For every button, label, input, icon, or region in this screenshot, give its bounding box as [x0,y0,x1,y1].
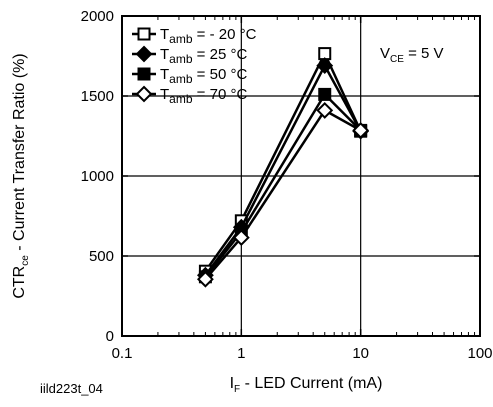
series-line [204,64,362,276]
data-point-marker [352,121,370,139]
grid-lines [122,16,480,336]
data-point-marker [318,87,332,101]
vce-annotation: VCE = 5 V [380,45,444,65]
series-group [196,47,370,288]
legend-label: Tamb = 25 °C [160,46,247,66]
data-point-marker [316,101,334,119]
legend-item: Tamb = 50 °C [132,66,247,86]
data-point-marker [316,57,334,75]
series-line [204,52,362,272]
x-axis-label: IF - LED Current (mA) [230,375,383,395]
data-point-marker [196,270,214,288]
legend-marker [135,45,153,63]
legend-marker [137,27,151,41]
legend-label: Tamb = 70 °C [160,86,247,106]
series-line [204,93,362,278]
y-axis-label: CTRce - Current Transfer Ratio (%) [11,53,31,298]
figure-id: iild223t_04 [40,381,103,396]
legend-label: Tamb = 50 °C [160,66,247,86]
legend-label: Tamb = - 20 °C [160,26,257,46]
y-tick-label: 500 [89,248,114,265]
y-tick-label: 1500 [81,88,114,105]
y-tick-label: 0 [106,328,114,345]
axis-ticks: 0 500 1000 1500 2000 0.1 1 10 100 [81,8,493,362]
x-tick-label: 100 [467,345,492,362]
legend-marker [135,85,153,103]
legend-marker [137,67,151,81]
y-tick-label: 1000 [81,168,114,185]
x-tick-label: 10 [352,345,369,362]
series-line [204,109,362,281]
legend-item: Tamb = - 20 °C [132,26,257,46]
y-tick-label: 2000 [81,8,114,25]
x-tick-label: 0.1 [112,345,133,362]
series-4 [196,101,370,288]
legend-item: Tamb = 70 °C [132,85,247,106]
series-3 [198,87,368,284]
data-point-marker [232,229,250,247]
x-tick-label: 1 [237,345,245,362]
legend-item: Tamb = 25 °C [132,45,247,66]
